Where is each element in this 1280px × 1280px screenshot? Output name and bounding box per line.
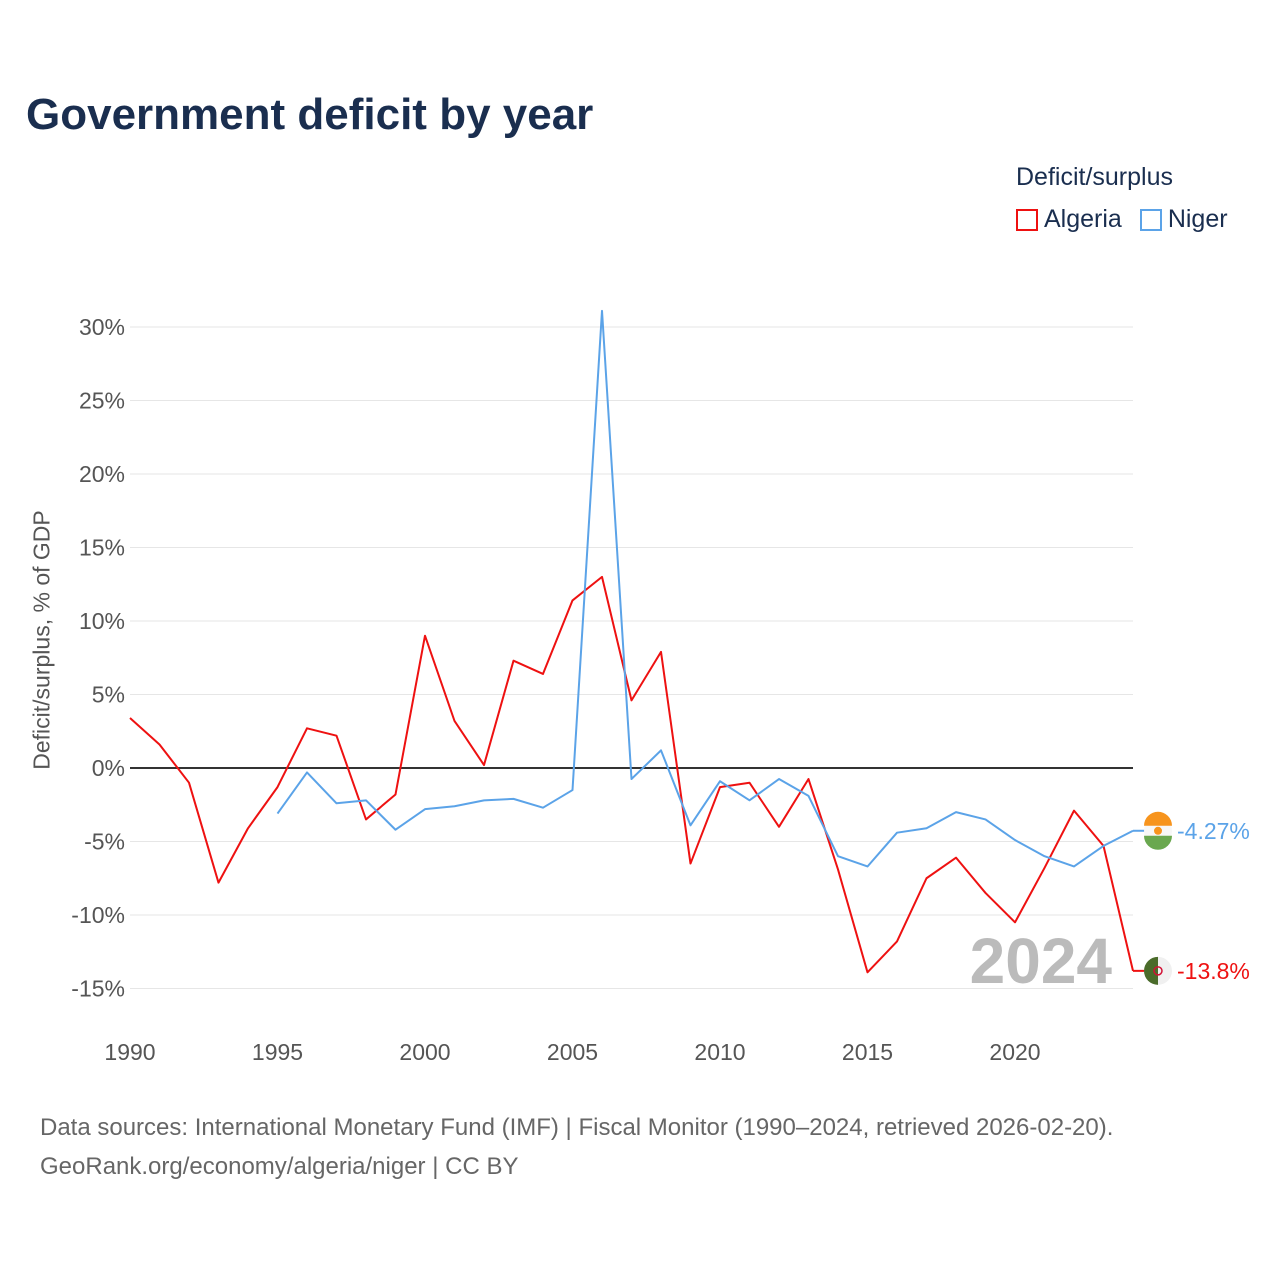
flag-emblem bbox=[1154, 826, 1162, 835]
y-tick-label: 25% bbox=[79, 388, 125, 414]
flag-stripe bbox=[1144, 956, 1158, 985]
x-tick-label: 2020 bbox=[989, 1039, 1040, 1065]
x-tick-label: 1990 bbox=[104, 1039, 155, 1065]
flag-stripe bbox=[1144, 835, 1172, 850]
x-tick-label: 1995 bbox=[252, 1039, 303, 1065]
flag-crescent bbox=[1153, 966, 1163, 976]
y-tick-label: 5% bbox=[92, 682, 125, 708]
legend-item-algeria[interactable]: Algeria bbox=[1016, 205, 1122, 234]
series-line-niger bbox=[276, 309, 1134, 868]
legend-title: Deficit/surplus bbox=[1016, 163, 1173, 191]
source-link[interactable]: GeoRank.org/economy/algeria/niger | CC B… bbox=[40, 1153, 519, 1180]
legend: Algeria Niger bbox=[1016, 205, 1228, 234]
chart-title: Government deficit by year bbox=[26, 90, 594, 139]
x-tick-label: 2015 bbox=[842, 1039, 893, 1065]
y-tick-label: 10% bbox=[79, 608, 125, 634]
end-value-label-niger: -4.27% bbox=[1177, 818, 1250, 844]
end-value-label-algeria: -13.8% bbox=[1177, 958, 1250, 984]
y-tick-label: 0% bbox=[92, 755, 125, 781]
y-tick-label: -15% bbox=[71, 976, 125, 1002]
x-tick-label: 2005 bbox=[547, 1039, 598, 1065]
series-line-algeria bbox=[129, 575, 1134, 974]
x-tick-label: 2000 bbox=[399, 1039, 450, 1065]
x-tick-label: 2010 bbox=[694, 1039, 745, 1065]
y-tick-label: 30% bbox=[79, 314, 125, 340]
legend-item-niger[interactable]: Niger bbox=[1139, 205, 1228, 234]
y-tick-label: 20% bbox=[79, 461, 125, 487]
data-source: Data sources: International Monetary Fun… bbox=[40, 1114, 1114, 1141]
legend-swatch-niger bbox=[1139, 208, 1162, 231]
year-watermark: 2024 bbox=[970, 925, 1113, 997]
legend-label-niger: Niger bbox=[1167, 205, 1228, 233]
legend-swatch-algeria bbox=[1016, 208, 1038, 231]
legend-label-algeria: Algeria bbox=[1044, 205, 1122, 233]
y-tick-label: -5% bbox=[84, 829, 125, 855]
y-tick-label: 15% bbox=[79, 535, 125, 561]
footer: Data sources: International Monetary Fun… bbox=[40, 1108, 1113, 1186]
y-tick-label: -10% bbox=[71, 902, 125, 928]
flag-stripe bbox=[1144, 811, 1172, 826]
